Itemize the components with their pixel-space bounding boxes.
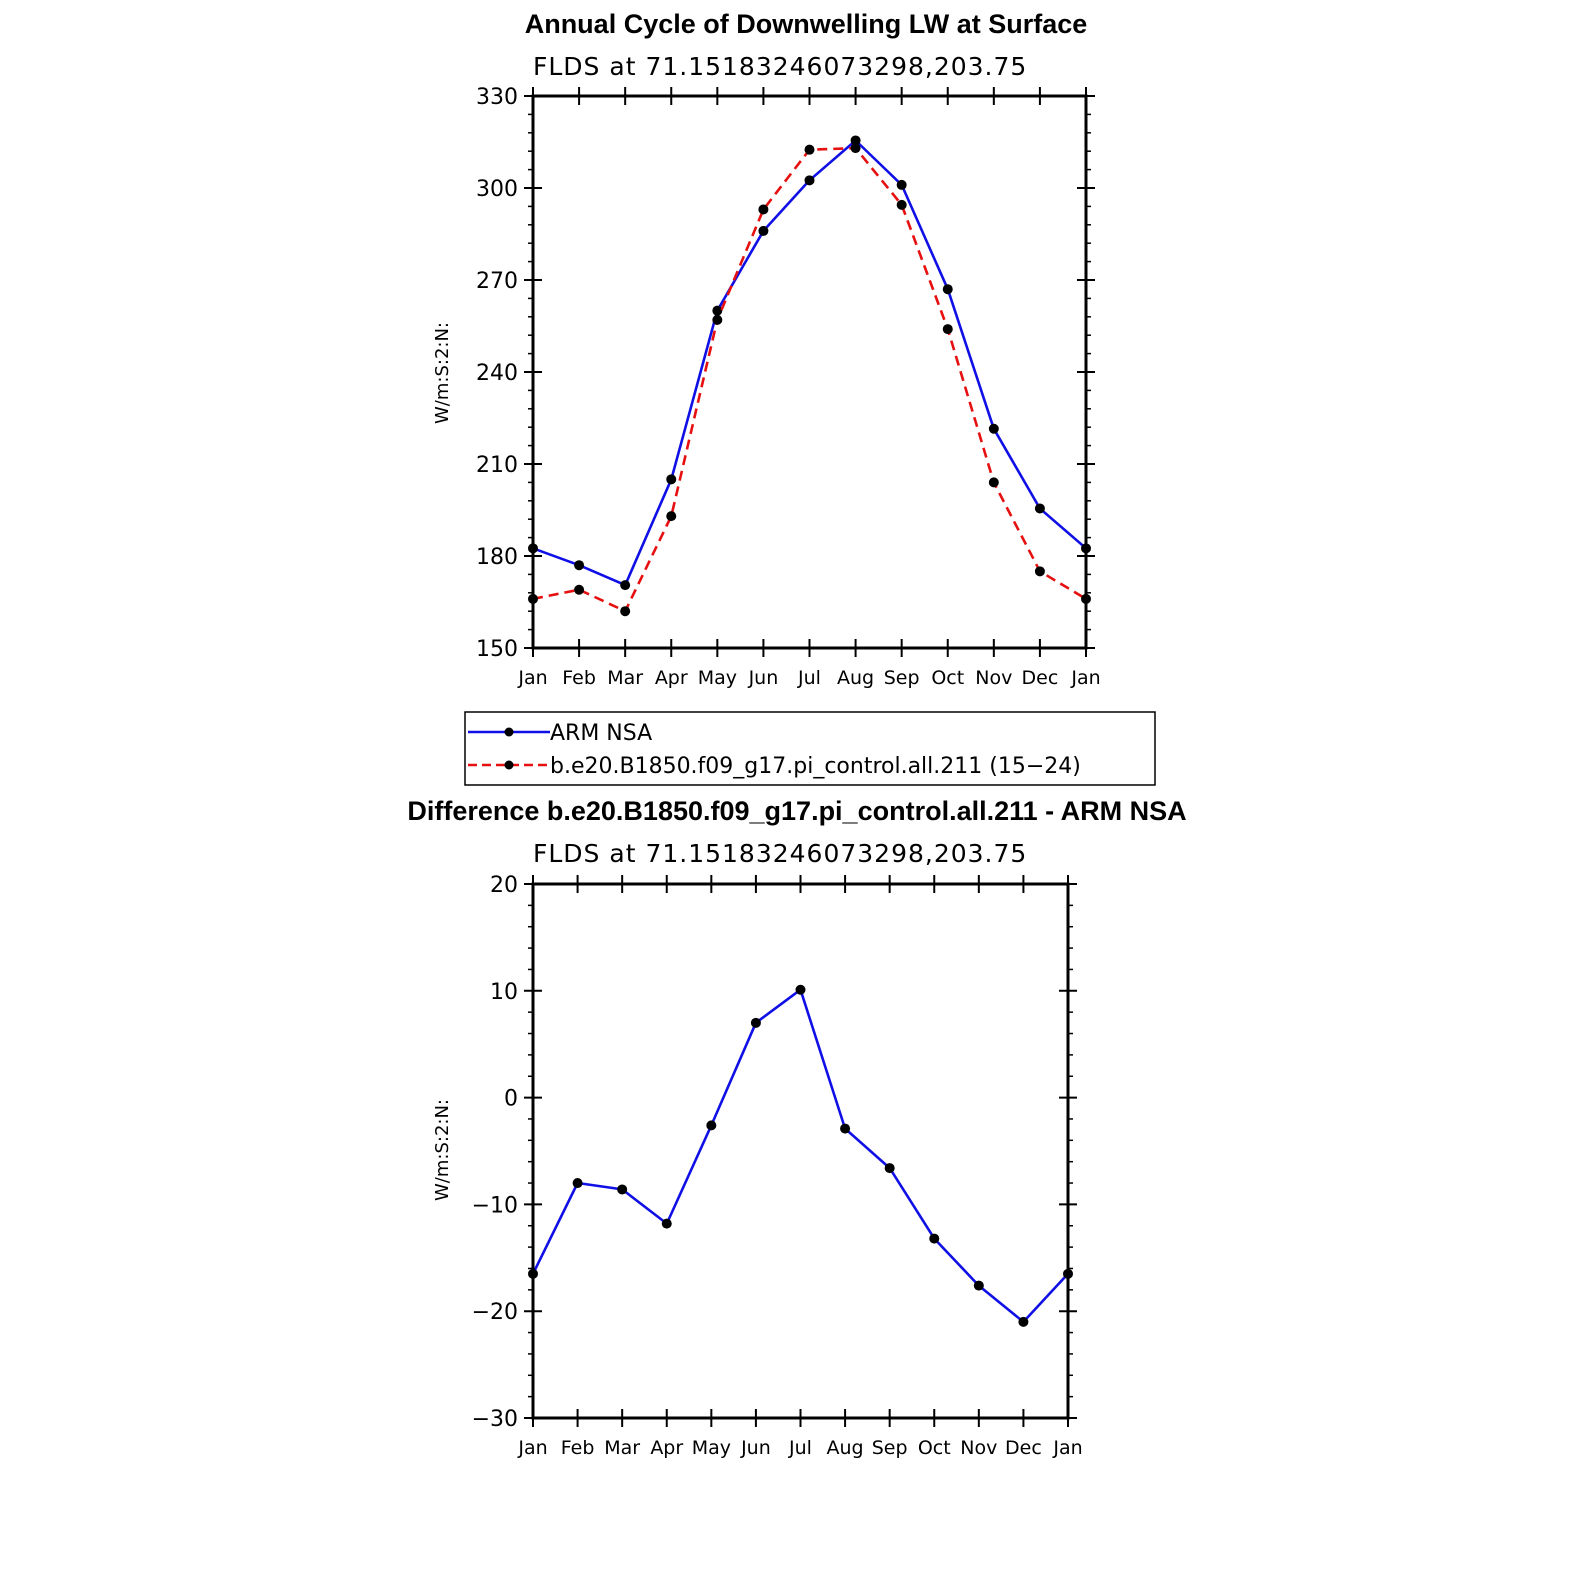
series-1-point [1034, 566, 1045, 577]
legend-marker-model [504, 760, 514, 770]
series-line-1 [532, 146, 1087, 613]
x-tick-label: Jan [1052, 1437, 1082, 1459]
x-tick-label: Aug [827, 1437, 864, 1459]
y-tick-label: 180 [476, 545, 518, 570]
series-line-0 [532, 139, 1087, 587]
chart1-ticks: 330 300 270 240 210 180 150 Jan Feb Mar Apr May Jun J… [476, 85, 1101, 689]
chart2-ylabel: W/m:S:2:N: [432, 1099, 453, 1201]
series-0-point [712, 305, 723, 316]
x-tick-label: Jan [1070, 667, 1100, 689]
series-0-point [988, 423, 999, 434]
series-1-point [988, 477, 999, 488]
series-0-point [750, 1017, 761, 1028]
series-1-point [942, 324, 953, 335]
x-tick-label: Nov [960, 1437, 997, 1459]
chart1-legend: ARM NSA b.e20.B1850.f09_g17.pi_control.a… [464, 711, 1156, 786]
series-1-point [896, 199, 907, 210]
chart1-ylabel: W/m:S:2:N: [432, 322, 453, 424]
chart1-series [528, 135, 1091, 617]
x-tick-label: Jan [517, 1437, 547, 1459]
y-tick-label: 330 [476, 85, 518, 110]
y-tick-label: 150 [476, 637, 518, 662]
x-tick-label: Feb [561, 1437, 595, 1459]
series-0-point [896, 179, 907, 190]
legend-label-model: b.e20.B1850.f09_g17.pi_control.all.211 (… [550, 754, 1081, 779]
chart-annual-cycle: Annual Cycle of Downwelling LW at Surfac… [432, 9, 1156, 786]
series-0-point [1034, 503, 1045, 514]
x-tick-label: May [692, 1437, 731, 1459]
series-1-point [758, 204, 769, 215]
x-tick-label: Aug [837, 667, 874, 689]
series-0-point [795, 984, 806, 995]
chart1-title: Annual Cycle of Downwelling LW at Surfac… [525, 9, 1088, 39]
series-0-point [1018, 1316, 1029, 1327]
series-1-point [804, 144, 815, 155]
series-1-point [574, 584, 585, 595]
chart-difference: Difference b.e20.B1850.f09_g17.pi_contro… [407, 796, 1186, 1459]
chart2-series [528, 984, 1073, 1327]
chart1-plot-frame [531, 94, 1088, 650]
legend-entry-model: b.e20.B1850.f09_g17.pi_control.all.211 (… [468, 754, 1081, 779]
x-tick-label: Nov [975, 667, 1012, 689]
legend-entry-arm-nsa: ARM NSA [468, 721, 652, 746]
x-tick-label: Oct [931, 667, 964, 689]
x-tick-label: Jun [740, 1437, 771, 1459]
series-line-0 [531, 988, 1069, 1324]
legend-label-arm-nsa: ARM NSA [550, 721, 652, 746]
chart1-subtitle: FLDS at 71.15183246073298,203.75 [533, 52, 1027, 81]
series-0-point [617, 1184, 628, 1195]
x-tick-label: Dec [1022, 667, 1059, 689]
y-tick-label: −20 [472, 1300, 518, 1325]
series-0-point [620, 580, 631, 591]
series-0-point [973, 1280, 984, 1291]
series-0-point [706, 1120, 717, 1131]
x-tick-label: Feb [562, 667, 596, 689]
y-tick-label: 300 [476, 177, 518, 202]
x-tick-label: Oct [918, 1437, 951, 1459]
x-tick-label: Jul [788, 1437, 812, 1459]
chart2-plot-frame [531, 882, 1070, 1420]
y-tick-label: −30 [472, 1407, 518, 1432]
chart2-title: Difference b.e20.B1850.f09_g17.pi_contro… [407, 796, 1186, 826]
series-0-point [666, 474, 677, 485]
series-0-point [758, 225, 769, 236]
x-tick-label: Mar [607, 667, 643, 689]
series-0-point [574, 560, 585, 571]
series-0-point [942, 284, 953, 295]
x-tick-label: Sep [872, 1437, 908, 1459]
x-tick-label: Jun [748, 667, 779, 689]
y-tick-label: 10 [490, 980, 518, 1005]
series-1-point [850, 143, 861, 154]
series-1-point [666, 511, 677, 522]
series-0-point [929, 1233, 940, 1244]
x-tick-label: Sep [884, 667, 920, 689]
series-1-point [620, 606, 631, 617]
series-0-point [804, 175, 815, 186]
y-tick-label: −10 [472, 1193, 518, 1218]
x-tick-label: Dec [1005, 1437, 1042, 1459]
series-0-point [572, 1178, 583, 1189]
series-0-point [884, 1163, 895, 1174]
x-tick-label: Jan [517, 667, 547, 689]
x-tick-label: Mar [604, 1437, 640, 1459]
series-1-point [712, 314, 723, 325]
x-tick-label: May [698, 667, 737, 689]
x-tick-label: Jul [797, 667, 821, 689]
x-tick-label: Apr [650, 1437, 683, 1459]
x-tick-label: Apr [655, 667, 688, 689]
series-0-point [661, 1218, 672, 1229]
y-tick-label: 240 [476, 361, 518, 386]
legend-box [464, 711, 1156, 786]
y-tick-label: 20 [490, 873, 518, 898]
y-tick-label: 210 [476, 453, 518, 478]
legend-marker-arm-nsa [504, 727, 514, 737]
chart2-subtitle: FLDS at 71.15183246073298,203.75 [533, 839, 1027, 868]
y-tick-label: 270 [476, 269, 518, 294]
chart2-ticks: 20 10 0 −10 −20 −30 Jan Feb Mar Apr May Jun Jul Aug Se… [472, 873, 1083, 1459]
series-0-point [850, 135, 861, 146]
y-tick-label: 0 [504, 1087, 518, 1112]
series-0-point [840, 1123, 851, 1134]
